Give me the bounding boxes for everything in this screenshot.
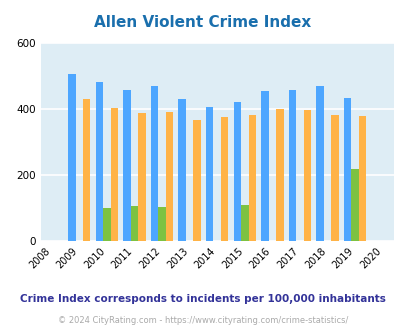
Bar [158,207,165,241]
Bar [205,107,213,241]
Bar [303,110,310,241]
Bar [275,109,283,241]
Bar [351,169,358,241]
Text: Allen Violent Crime Index: Allen Violent Crime Index [94,15,311,30]
Bar [138,113,145,241]
Bar [165,112,173,241]
Bar [68,74,75,241]
Bar [220,117,228,241]
Bar [260,91,268,241]
Bar [96,82,103,241]
Bar [178,99,185,241]
Bar [130,206,138,241]
Text: Crime Index corresponds to incidents per 100,000 inhabitants: Crime Index corresponds to incidents per… [20,294,385,304]
Bar [83,99,90,241]
Bar [123,90,130,241]
Bar [343,98,351,241]
Bar [358,116,365,241]
Bar [330,115,338,241]
Bar [315,86,323,241]
Bar [241,205,248,241]
Bar [151,86,158,241]
Bar [248,115,255,241]
Bar [110,108,118,241]
Bar [288,90,296,241]
Bar [193,120,200,241]
Bar [233,102,241,241]
Text: © 2024 CityRating.com - https://www.cityrating.com/crime-statistics/: © 2024 CityRating.com - https://www.city… [58,316,347,325]
Bar [103,208,110,241]
